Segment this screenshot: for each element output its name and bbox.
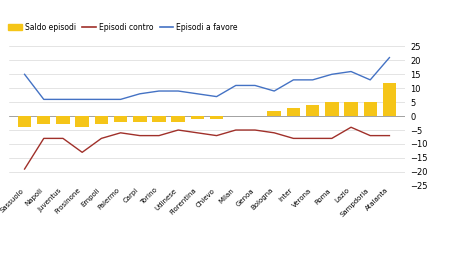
Bar (56, 116, 70, 124)
Bar (209, 116, 223, 119)
Bar (267, 110, 280, 116)
Bar (305, 105, 319, 116)
Bar (37, 116, 50, 124)
Bar (171, 116, 185, 122)
Bar (95, 116, 108, 124)
Bar (152, 116, 165, 122)
Bar (382, 83, 395, 116)
Bar (133, 116, 146, 122)
Bar (363, 102, 376, 116)
Bar (190, 116, 204, 119)
Bar (286, 108, 299, 116)
Bar (343, 102, 357, 116)
Bar (114, 116, 127, 122)
Bar (18, 116, 31, 127)
Legend: Saldo episodi, Episodi contro, Episodi a favore: Saldo episodi, Episodi contro, Episodi a… (5, 20, 241, 35)
Bar (75, 116, 89, 127)
Bar (325, 102, 338, 116)
